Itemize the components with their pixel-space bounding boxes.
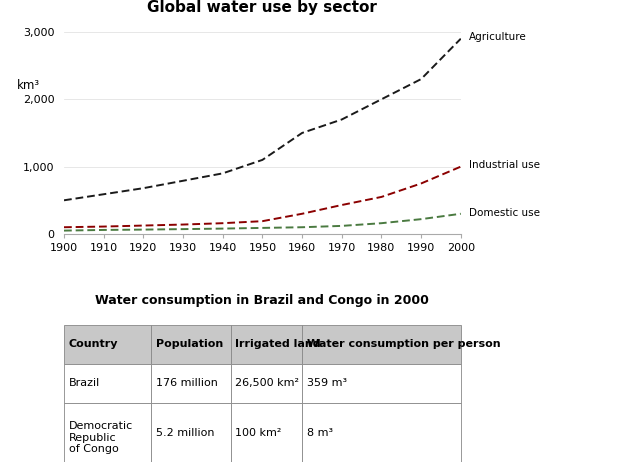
- Title: Global water use by sector: Global water use by sector: [147, 0, 378, 14]
- Text: 5.2 million: 5.2 million: [156, 428, 214, 438]
- Bar: [151, 325, 230, 364]
- Bar: [302, 325, 461, 364]
- Text: Agriculture: Agriculture: [468, 32, 527, 42]
- Bar: [302, 364, 461, 403]
- Text: 100 km²: 100 km²: [236, 428, 282, 438]
- Bar: [230, 325, 302, 364]
- Text: Irrigated land: Irrigated land: [236, 339, 321, 349]
- Text: Domestic use: Domestic use: [468, 208, 540, 218]
- Text: 176 million: 176 million: [156, 378, 218, 388]
- Y-axis label: km³: km³: [17, 79, 40, 92]
- Bar: [64, 364, 151, 403]
- Bar: [64, 403, 151, 462]
- Bar: [151, 403, 230, 462]
- Bar: [230, 364, 302, 403]
- Text: Water consumption in Brazil and Congo in 2000: Water consumption in Brazil and Congo in…: [95, 294, 429, 307]
- Bar: [151, 364, 230, 403]
- Text: Population: Population: [156, 339, 223, 349]
- Bar: [302, 403, 461, 462]
- Text: 359 m³: 359 m³: [307, 378, 347, 388]
- Text: Water consumption per person: Water consumption per person: [307, 339, 500, 349]
- Bar: [230, 403, 302, 462]
- Text: Brazil: Brazil: [68, 378, 100, 388]
- Bar: [64, 325, 151, 364]
- Text: 8 m³: 8 m³: [307, 428, 333, 438]
- Text: Country: Country: [68, 339, 118, 349]
- Text: 26,500 km²: 26,500 km²: [236, 378, 300, 388]
- Text: Industrial use: Industrial use: [468, 160, 540, 170]
- Text: Democratic
Republic
of Congo: Democratic Republic of Congo: [68, 421, 133, 454]
